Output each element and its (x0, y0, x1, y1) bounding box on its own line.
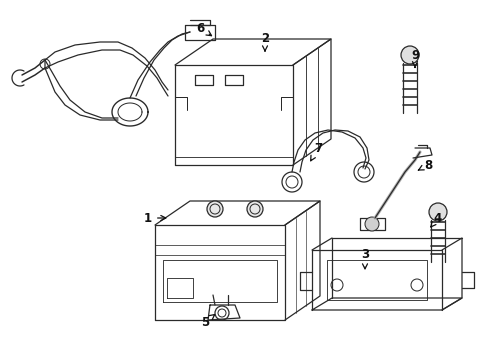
Text: 5: 5 (201, 315, 214, 328)
Text: 8: 8 (418, 158, 431, 171)
Text: 9: 9 (410, 49, 418, 67)
Text: 3: 3 (360, 248, 368, 269)
Circle shape (428, 203, 446, 221)
Circle shape (246, 201, 263, 217)
Circle shape (206, 201, 223, 217)
Text: 6: 6 (196, 22, 211, 36)
Circle shape (400, 46, 418, 64)
Text: 1: 1 (143, 212, 165, 225)
Text: 7: 7 (310, 141, 322, 161)
Circle shape (364, 217, 378, 231)
Text: 2: 2 (261, 32, 268, 51)
Text: 4: 4 (430, 212, 441, 227)
